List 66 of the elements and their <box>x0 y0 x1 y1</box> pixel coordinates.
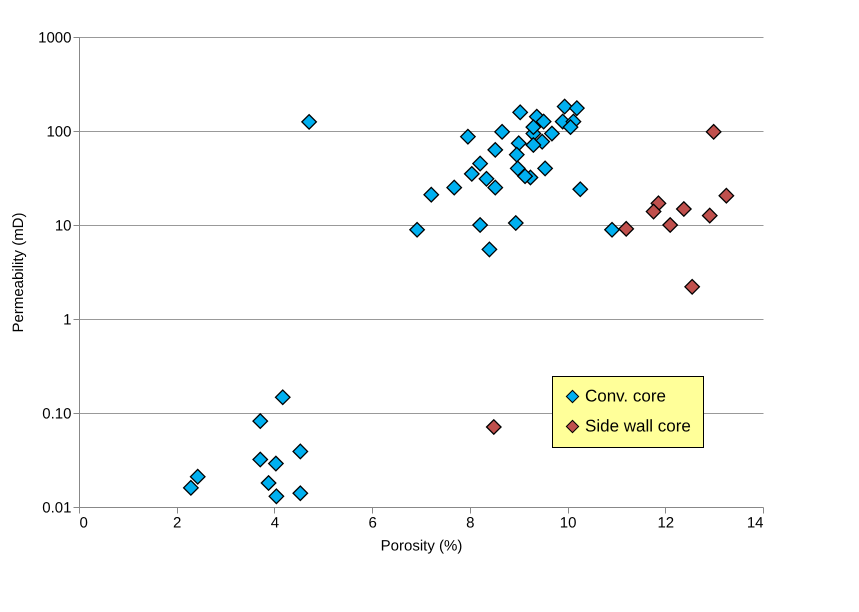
point <box>301 114 318 130</box>
point <box>676 201 692 217</box>
x-tick-label: 0 <box>80 514 88 532</box>
y-tick-label: 0.10 <box>42 406 72 422</box>
point <box>510 160 526 176</box>
point <box>702 208 718 224</box>
point <box>190 468 206 485</box>
point <box>268 488 284 504</box>
point <box>536 114 552 130</box>
point <box>472 217 488 233</box>
point <box>508 146 525 163</box>
legend-label: Side wall core <box>585 416 691 436</box>
point <box>604 222 620 238</box>
y-axis-title: Permeability (mD) <box>10 212 28 333</box>
point <box>537 160 553 176</box>
y-tick-label: 0.01 <box>42 500 72 516</box>
x-tick-label: 14 <box>746 514 764 532</box>
x-tick-label: 10 <box>560 514 576 532</box>
point <box>460 128 476 145</box>
point <box>274 389 291 406</box>
point <box>556 98 573 114</box>
point <box>487 142 504 158</box>
x-tick-label: 4 <box>270 514 280 532</box>
point <box>510 135 527 152</box>
point <box>517 168 533 184</box>
point <box>618 220 634 237</box>
point <box>423 186 440 203</box>
point <box>562 119 578 136</box>
point <box>482 242 498 258</box>
point <box>446 180 462 196</box>
point <box>464 166 480 182</box>
x-tick-label: 8 <box>466 514 475 532</box>
point <box>512 104 528 120</box>
y-tick-label: 1000 <box>38 30 72 46</box>
point <box>409 222 425 238</box>
point <box>252 413 268 429</box>
point <box>486 419 502 435</box>
point <box>252 452 268 468</box>
point <box>525 119 542 136</box>
point <box>478 170 494 187</box>
point <box>472 156 488 172</box>
point <box>487 180 504 196</box>
point <box>568 100 585 116</box>
point <box>718 188 734 204</box>
y-tick-label: 1 <box>63 312 72 328</box>
point <box>646 204 662 220</box>
legend-label: Conv. core <box>585 386 666 406</box>
point <box>684 278 700 295</box>
y-tick-label: 100 <box>46 124 72 140</box>
point <box>268 456 284 472</box>
point <box>292 485 308 502</box>
y-tick-label: 10 <box>54 218 72 234</box>
point <box>494 124 510 140</box>
x-tick-label: 6 <box>368 514 377 532</box>
point <box>182 480 199 496</box>
point <box>706 124 722 140</box>
x-tick-label: 12 <box>657 514 674 532</box>
x-tick-label: 2 <box>173 514 182 532</box>
point <box>260 475 276 491</box>
point <box>292 444 308 460</box>
point <box>525 137 542 153</box>
point <box>544 126 560 142</box>
point <box>508 215 524 231</box>
point <box>572 181 588 198</box>
x-axis-title: Porosity (%) <box>380 538 462 554</box>
point <box>662 217 678 233</box>
